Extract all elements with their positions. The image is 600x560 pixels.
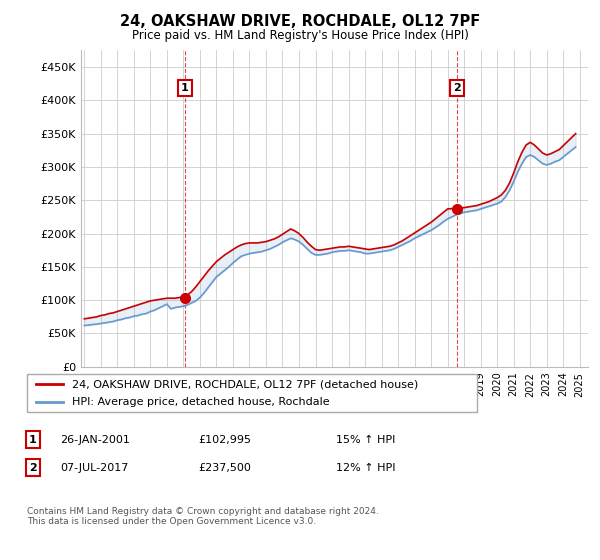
Text: Price paid vs. HM Land Registry's House Price Index (HPI): Price paid vs. HM Land Registry's House …: [131, 29, 469, 42]
Text: 24, OAKSHAW DRIVE, ROCHDALE, OL12 7PF: 24, OAKSHAW DRIVE, ROCHDALE, OL12 7PF: [120, 14, 480, 29]
Text: Contains HM Land Registry data © Crown copyright and database right 2024.
This d: Contains HM Land Registry data © Crown c…: [27, 507, 379, 526]
Text: 12% ↑ HPI: 12% ↑ HPI: [336, 463, 395, 473]
Text: 1: 1: [29, 435, 37, 445]
Text: 15% ↑ HPI: 15% ↑ HPI: [336, 435, 395, 445]
Text: £237,500: £237,500: [198, 463, 251, 473]
Text: £102,995: £102,995: [198, 435, 251, 445]
Text: 2: 2: [452, 83, 460, 94]
Text: 24, OAKSHAW DRIVE, ROCHDALE, OL12 7PF (detached house): 24, OAKSHAW DRIVE, ROCHDALE, OL12 7PF (d…: [72, 379, 418, 389]
Text: 2: 2: [29, 463, 37, 473]
FancyBboxPatch shape: [27, 374, 477, 412]
Text: 26-JAN-2001: 26-JAN-2001: [60, 435, 130, 445]
Text: 1: 1: [181, 83, 188, 94]
Text: HPI: Average price, detached house, Rochdale: HPI: Average price, detached house, Roch…: [72, 397, 329, 407]
Text: 07-JUL-2017: 07-JUL-2017: [60, 463, 128, 473]
